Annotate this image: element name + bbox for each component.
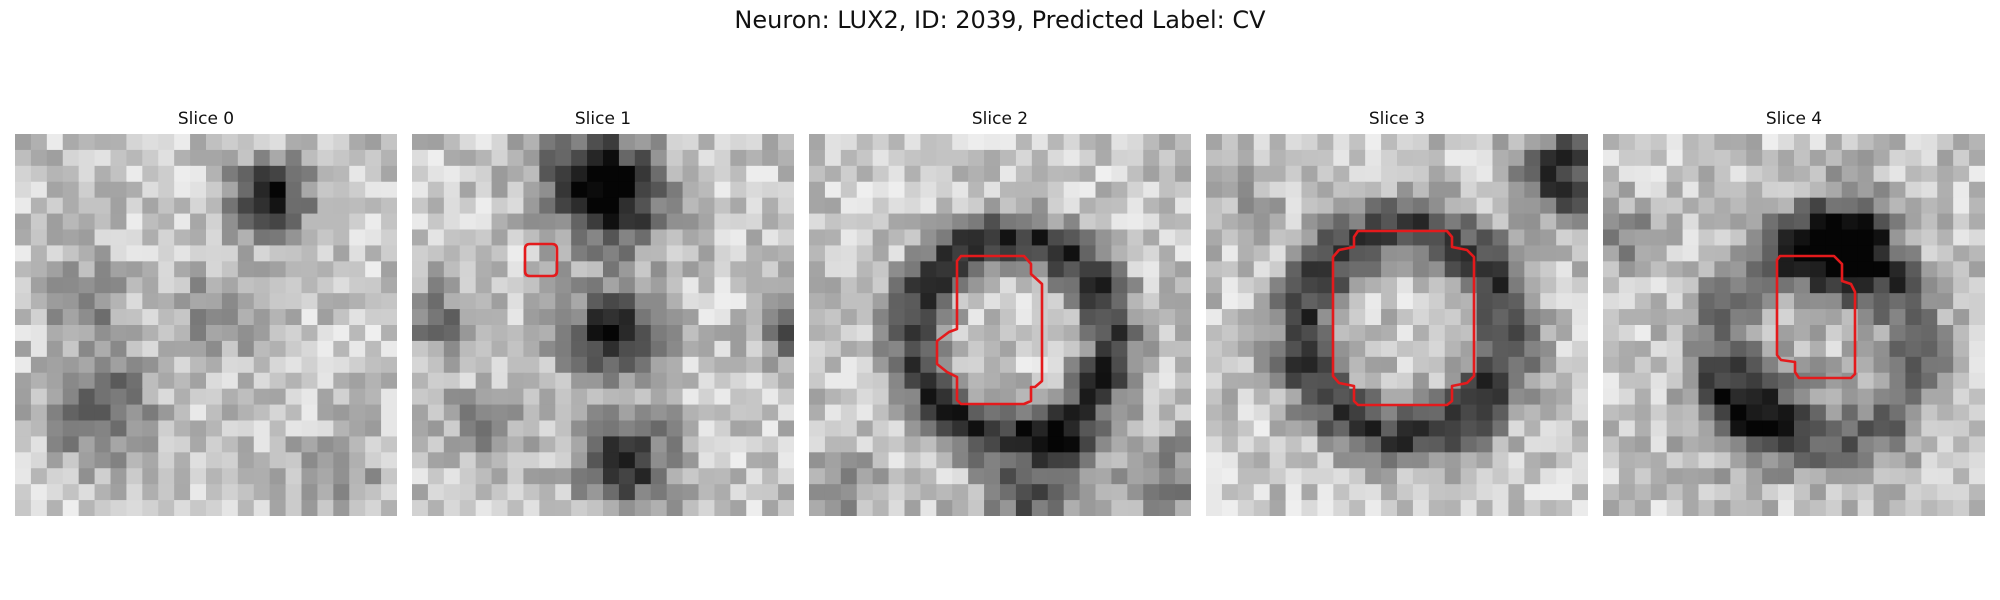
slice-title: Slice 4 bbox=[1765, 109, 1823, 129]
slice-image bbox=[809, 134, 1191, 516]
figure-title: Neuron: LUX2, ID: 2039, Predicted Label:… bbox=[734, 6, 1266, 34]
segmentation-outline bbox=[1775, 254, 1857, 380]
pixel-grid bbox=[809, 134, 1191, 516]
slice-title: Slice 1 bbox=[574, 109, 632, 129]
pixel-grid bbox=[15, 134, 397, 516]
pixel-grid bbox=[1603, 134, 1985, 516]
slice-panel-2: Slice 2 bbox=[809, 108, 1191, 516]
slice-image bbox=[412, 134, 794, 516]
slice-panel-3: Slice 3 bbox=[1206, 108, 1588, 516]
segmentation-outline bbox=[523, 242, 559, 278]
slice-image bbox=[15, 134, 397, 516]
slice-title: Slice 3 bbox=[1368, 109, 1426, 129]
slice-image bbox=[1603, 134, 1985, 516]
segmentation-outline bbox=[935, 254, 1044, 406]
slice-title: Slice 2 bbox=[971, 109, 1029, 129]
pixel-grid bbox=[1206, 134, 1588, 516]
segmentation-outline bbox=[1331, 229, 1476, 407]
slice-panel-4: Slice 4 bbox=[1603, 108, 1985, 516]
slice-panel-0: Slice 0 bbox=[15, 108, 397, 516]
slice-image bbox=[1206, 134, 1588, 516]
slice-title: Slice 0 bbox=[177, 109, 235, 129]
slice-panel-1: Slice 1 bbox=[412, 108, 794, 516]
pixel-grid bbox=[412, 134, 794, 516]
